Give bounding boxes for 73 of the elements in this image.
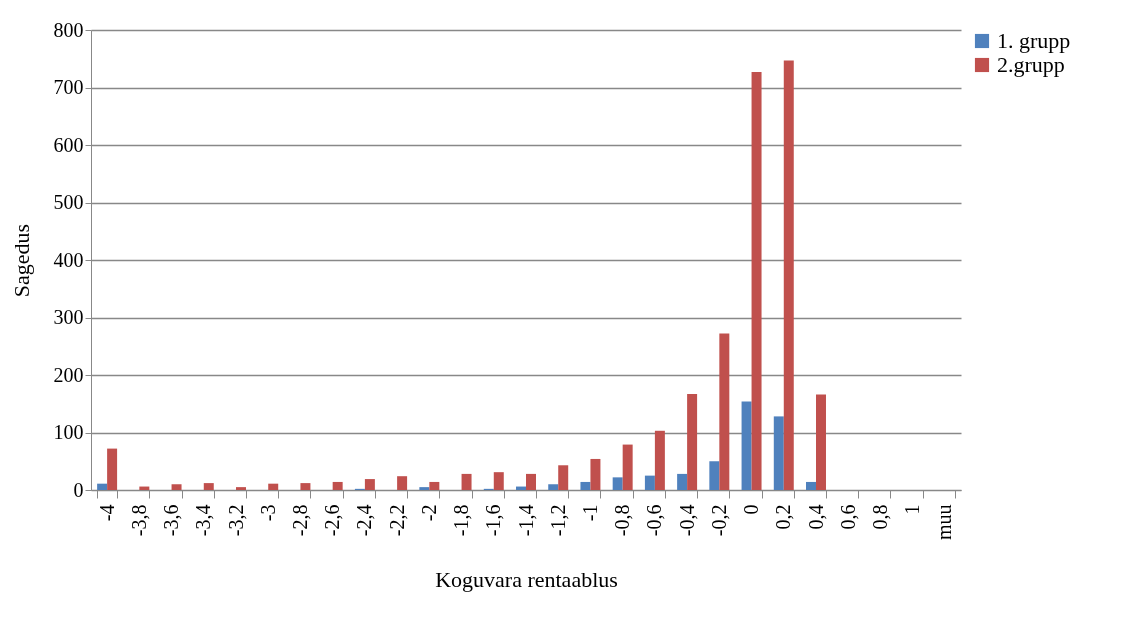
bar <box>397 476 408 490</box>
x-tick-label: 1 <box>901 504 924 515</box>
x-tick-label: 0,8 <box>868 504 891 530</box>
y-axis-title: Sagedus <box>8 223 34 298</box>
x-tick-label: -3,2 <box>224 504 247 537</box>
x-tick-label: -3,8 <box>127 504 150 537</box>
x-tick-label: -2,8 <box>288 504 311 537</box>
x-tick-label: -1,6 <box>482 504 505 537</box>
y-tick-label: 300 <box>53 306 84 328</box>
bar <box>644 475 655 490</box>
y-tick-label: 400 <box>53 248 84 271</box>
bar <box>429 481 440 490</box>
y-tick-label: 600 <box>53 133 84 156</box>
x-tick-label: -2,4 <box>353 504 376 537</box>
x-tick-label: -3,4 <box>192 504 215 537</box>
bar <box>558 465 569 490</box>
y-tick-label: 100 <box>53 421 84 443</box>
bar <box>622 444 633 490</box>
x-tick-label: -4 <box>95 504 118 522</box>
bar <box>590 458 601 490</box>
x-axis-title: Koguvara rentaablus <box>435 567 618 593</box>
bar <box>709 461 720 490</box>
x-tick-label: -0,8 <box>611 504 634 537</box>
x-tick-label: 0,4 <box>804 504 827 530</box>
bar <box>751 71 762 490</box>
y-tick-label: 0 <box>73 478 84 501</box>
bar <box>806 481 816 490</box>
x-tick-label: 0,2 <box>772 504 795 530</box>
x-tick-label: -0,2 <box>707 504 730 537</box>
bar <box>493 472 504 490</box>
bar <box>332 481 343 490</box>
bar <box>419 487 430 490</box>
bar <box>548 484 559 490</box>
x-tick-label: -0,4 <box>675 504 698 537</box>
x-tick-label: -1,8 <box>450 504 473 537</box>
bar <box>203 483 214 490</box>
bar <box>773 416 784 490</box>
x-tick-label: -3,6 <box>160 504 183 537</box>
bar <box>816 394 826 490</box>
x-tick-label: -3 <box>256 504 279 522</box>
y-tick-label: 500 <box>53 191 84 213</box>
legend-label: 1. grupp <box>997 28 1071 53</box>
bar <box>300 483 311 490</box>
y-tick-label: 700 <box>53 76 84 98</box>
bar <box>364 479 375 490</box>
bar <box>97 483 108 490</box>
bar <box>719 333 730 490</box>
x-tick-label: -2,2 <box>385 504 408 537</box>
bar <box>580 481 591 490</box>
x-tick-label: 0,6 <box>836 504 859 530</box>
bar <box>236 487 246 490</box>
x-tick-label: -1 <box>578 504 601 522</box>
bar <box>612 477 623 490</box>
x-tick-label: 0 <box>740 504 763 515</box>
bar <box>268 483 279 490</box>
bar <box>677 473 688 490</box>
legend-label: 2.grupp <box>997 52 1065 77</box>
x-tick-label: -0,6 <box>643 504 666 537</box>
bar <box>171 484 182 490</box>
bar <box>687 393 698 490</box>
bar <box>741 401 752 490</box>
bar <box>654 430 665 490</box>
bar <box>526 473 536 490</box>
x-tick-label: -2,6 <box>321 504 344 537</box>
bar <box>783 60 794 490</box>
bar <box>461 473 472 490</box>
y-tick-label: 800 <box>53 18 84 41</box>
x-tick-label: muu <box>933 504 956 541</box>
x-tick-label: -2 <box>417 504 440 522</box>
bar <box>107 448 118 490</box>
x-tick-label: -1,4 <box>514 504 537 537</box>
y-tick-label: 200 <box>53 363 84 386</box>
x-tick-label: -1,2 <box>546 504 569 537</box>
